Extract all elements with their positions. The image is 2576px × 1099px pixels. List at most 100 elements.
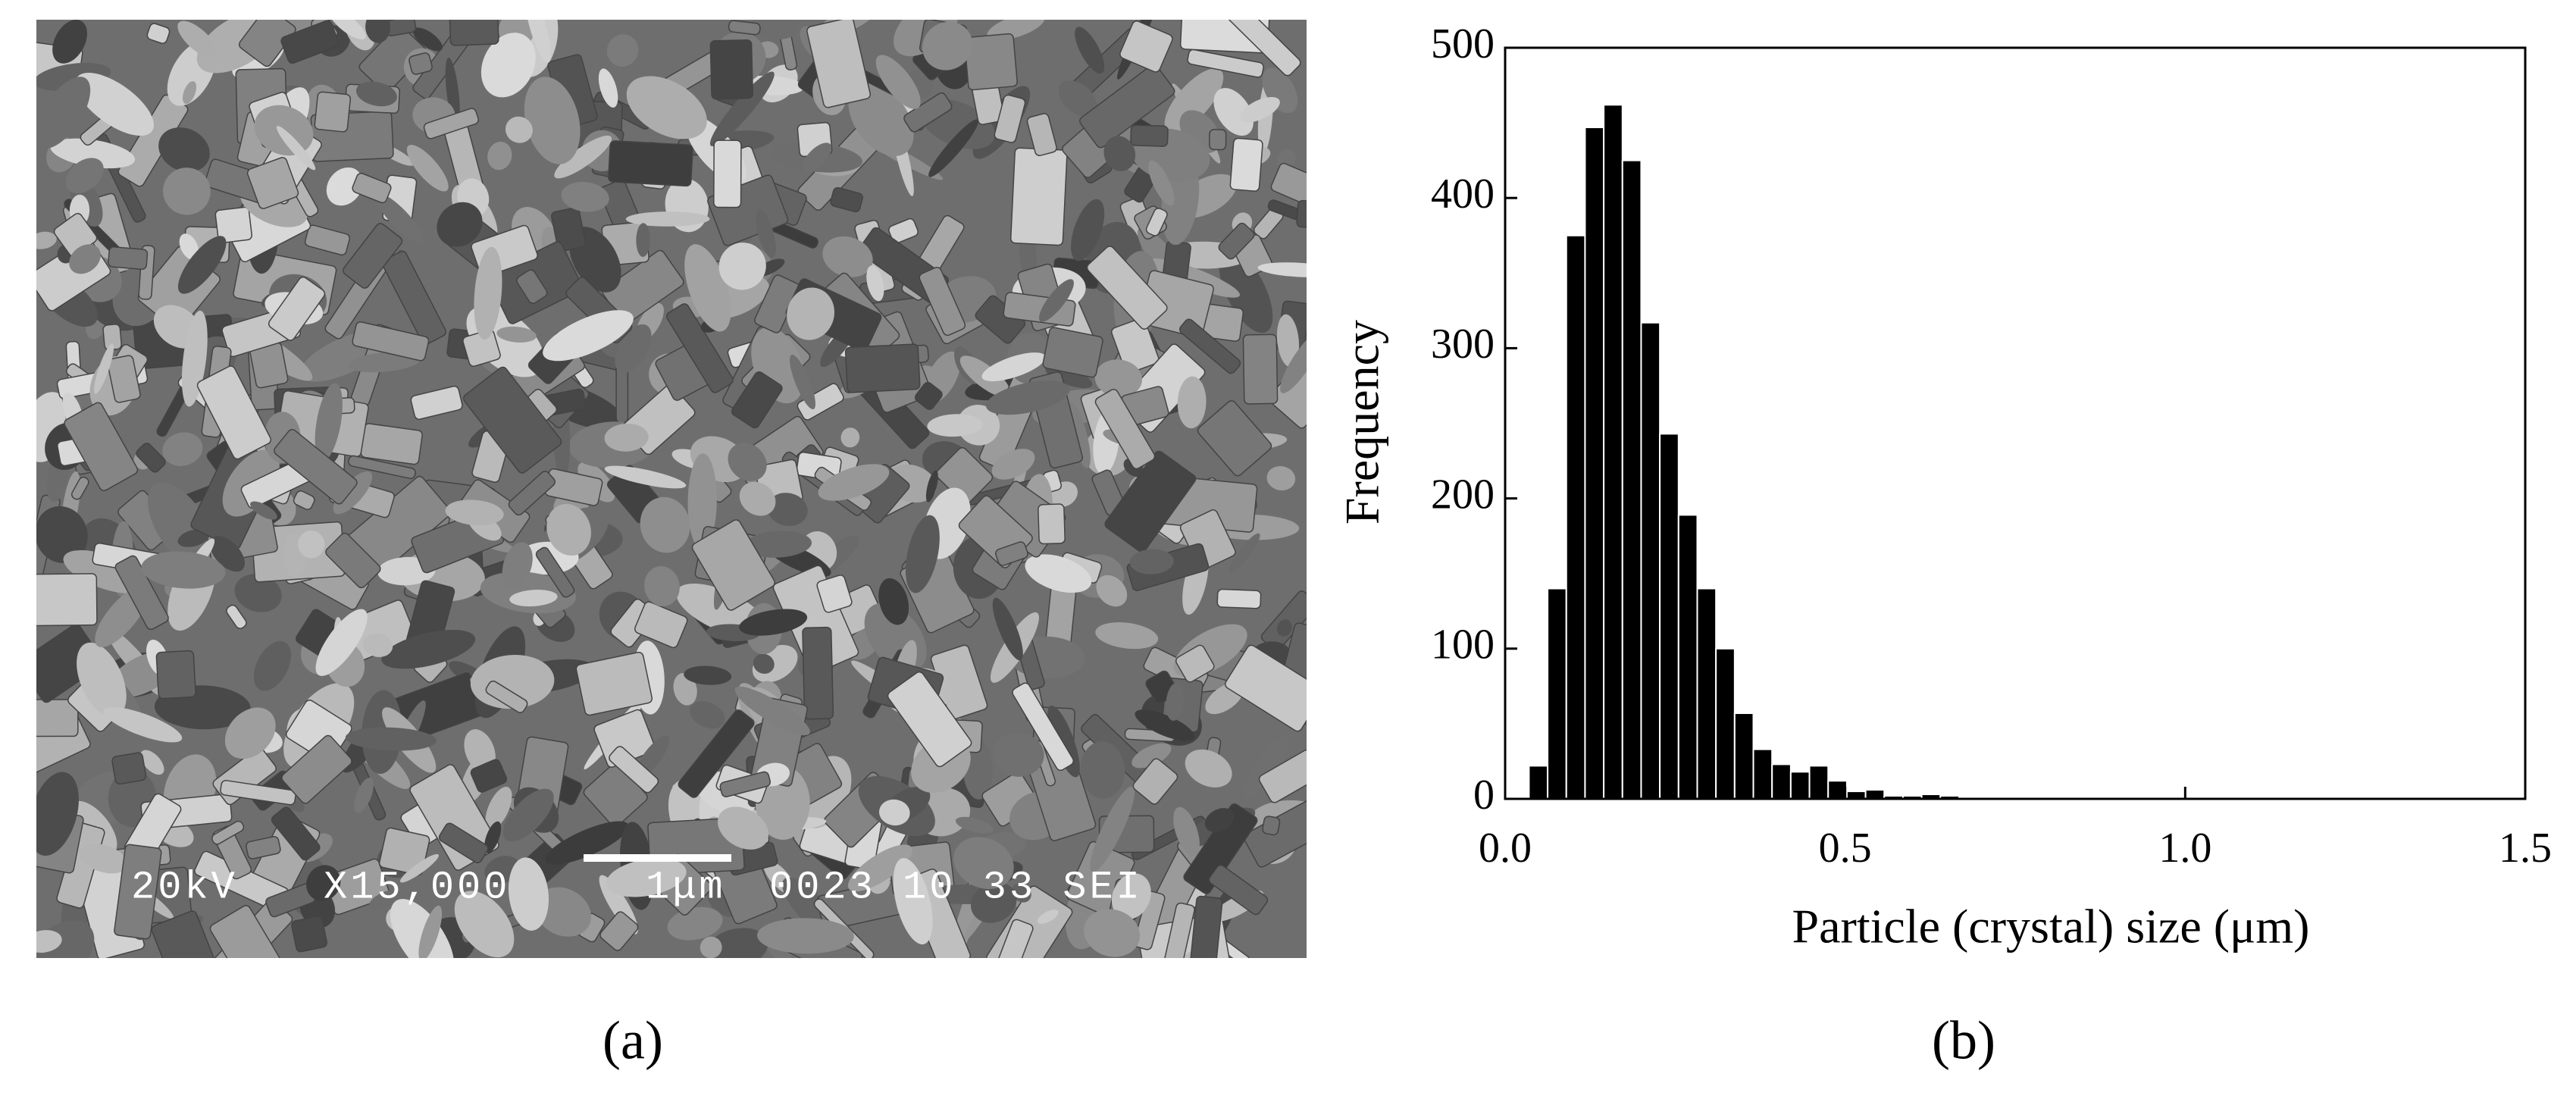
- bar: [1528, 765, 1549, 800]
- crystal: [211, 820, 245, 845]
- crystal: [955, 816, 994, 834]
- crystal: [830, 186, 863, 213]
- crystal: [464, 729, 496, 773]
- crystal: [50, 138, 136, 169]
- crystal: [463, 366, 562, 474]
- crystal: [1239, 96, 1280, 123]
- crystal: [79, 844, 128, 874]
- crystal: [753, 653, 775, 674]
- crystal: [887, 671, 972, 768]
- crystal: [253, 640, 291, 691]
- crystal: [822, 236, 873, 277]
- crystal: [304, 224, 351, 256]
- crystal: [352, 321, 430, 362]
- crystal: [625, 211, 710, 227]
- crystal: [418, 905, 443, 958]
- bar: [1677, 514, 1698, 800]
- crystal: [281, 734, 352, 804]
- crystal: [111, 752, 147, 785]
- crystal: [1270, 162, 1307, 207]
- crystal: [1242, 333, 1279, 405]
- crystal: [615, 324, 652, 374]
- crystal: [1071, 199, 1105, 261]
- crystal: [1131, 743, 1172, 769]
- crystal: [922, 21, 973, 70]
- crystal: [985, 380, 1070, 415]
- crystal: [534, 887, 591, 937]
- crystal: [69, 244, 101, 274]
- sem-texture: [36, 20, 1307, 958]
- y-tick-label: 0: [1473, 772, 1495, 819]
- crystal: [888, 218, 919, 244]
- crystal: [554, 135, 612, 179]
- crystal: [535, 546, 575, 598]
- crystal: [36, 699, 79, 737]
- crystal: [1037, 910, 1059, 924]
- crystal: [485, 787, 512, 830]
- crystal: [626, 76, 707, 139]
- crystal: [903, 92, 953, 133]
- crystal: [1213, 88, 1254, 136]
- crystal: [1166, 683, 1185, 721]
- crystal: [1276, 314, 1300, 367]
- crystal: [485, 680, 528, 713]
- crystal: [147, 482, 215, 570]
- crystal: [70, 476, 89, 500]
- crystal: [360, 423, 423, 465]
- crystal: [905, 515, 940, 593]
- crystal: [1079, 64, 1175, 149]
- crystal: [271, 806, 321, 861]
- crystal: [77, 642, 127, 718]
- bar: [1864, 789, 1886, 800]
- y-tick-label: 100: [1431, 622, 1495, 668]
- bar: [1752, 748, 1773, 800]
- crystal: [1266, 465, 1296, 491]
- crystal: [524, 20, 551, 64]
- crystal: [65, 158, 104, 194]
- crystal: [155, 650, 196, 700]
- crystal: [423, 108, 480, 139]
- crystal: [1084, 909, 1141, 957]
- crystal: [1276, 619, 1292, 637]
- crystal: [329, 20, 366, 39]
- crystal: [1204, 808, 1235, 833]
- crystal: [919, 267, 966, 337]
- bar: [1696, 587, 1717, 800]
- crystal: [348, 455, 416, 480]
- x-tick-label: 0.0: [1479, 825, 1532, 872]
- crystal: [378, 827, 430, 876]
- crystal: [893, 858, 933, 945]
- crystal: [151, 910, 219, 958]
- crystal: [354, 778, 374, 813]
- crystal: [103, 706, 183, 743]
- crystal: [1119, 20, 1173, 73]
- crystal: [1148, 160, 1175, 206]
- crystal: [36, 930, 62, 953]
- y-tick-label: 300: [1431, 321, 1495, 368]
- crystal: [987, 20, 1045, 41]
- crystal: [875, 55, 921, 109]
- crystal: [551, 207, 587, 252]
- crystal: [844, 343, 921, 393]
- crystal: [678, 709, 755, 798]
- crystal: [36, 573, 98, 627]
- crystal: [606, 34, 639, 67]
- crystal: [1197, 400, 1272, 477]
- crystal: [878, 799, 910, 826]
- crystal: [462, 329, 501, 367]
- crystal: [508, 857, 549, 931]
- crystal: [408, 52, 433, 75]
- crystal: [179, 233, 199, 260]
- crystal: [226, 604, 247, 629]
- bar: [1584, 127, 1605, 800]
- crystal: [743, 531, 812, 558]
- crystal: [953, 837, 1014, 889]
- crystal: [840, 427, 860, 448]
- crystal: [1090, 786, 1135, 872]
- crystal: [146, 23, 171, 44]
- crystal: [1026, 113, 1057, 157]
- crystal: [1208, 864, 1269, 916]
- crystal: [1228, 533, 1260, 575]
- crystal: [718, 806, 769, 850]
- crystal: [1111, 873, 1151, 919]
